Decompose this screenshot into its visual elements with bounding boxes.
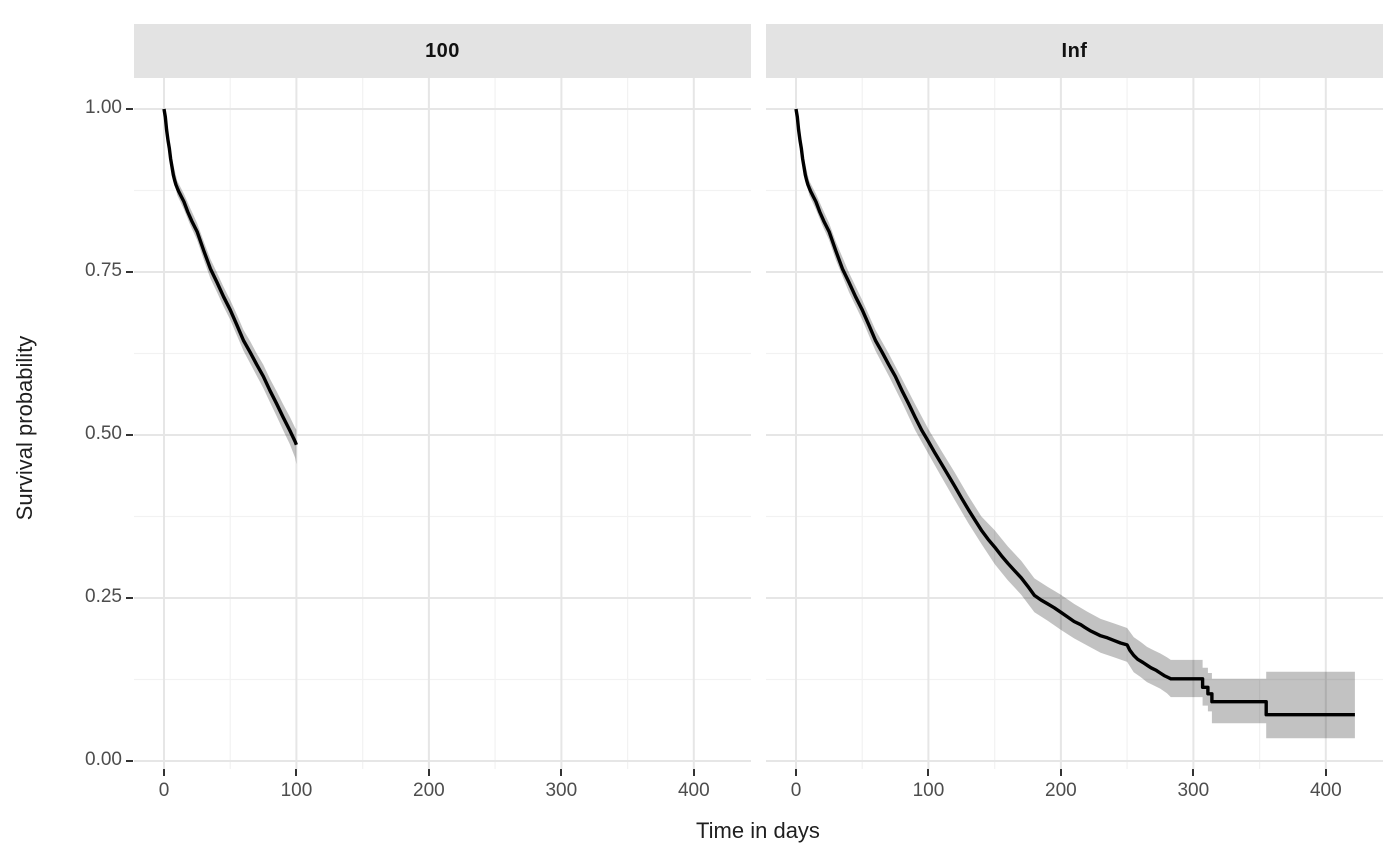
x-tick-label: 100 xyxy=(280,780,313,801)
x-tick-mark xyxy=(1192,769,1195,776)
facet-strip-100: 100 xyxy=(134,24,751,78)
gridlines-minor xyxy=(134,78,751,769)
y-tick-label: 1.00 xyxy=(85,97,122,118)
x-tick-label: 200 xyxy=(1045,780,1077,801)
gridlines-major xyxy=(134,78,751,769)
y-tick-mark xyxy=(126,597,133,599)
x-tick-label: 0 xyxy=(158,780,170,801)
y-tick-mark xyxy=(126,434,133,436)
x-tick-mark xyxy=(1059,769,1062,776)
x-axis-title: Time in days xyxy=(696,818,820,843)
survival-curve xyxy=(162,108,298,446)
x-tick-mark xyxy=(795,769,797,776)
confidence-band xyxy=(796,109,1355,739)
y-tick-label: 0.75 xyxy=(85,260,122,281)
x-tick-label: 100 xyxy=(912,780,945,801)
x-tick-mark xyxy=(427,769,430,776)
y-tick-label: 0.25 xyxy=(85,586,122,607)
x-tick-label: 400 xyxy=(677,780,710,801)
x-tick-label: 300 xyxy=(545,780,578,801)
gridlines-major xyxy=(766,78,1383,769)
x-tick-mark xyxy=(1324,769,1327,776)
x-tick-label: 0 xyxy=(790,780,802,801)
panel-canvas xyxy=(134,78,751,769)
facet-strip-label: 100 xyxy=(425,39,460,62)
gridlines-minor xyxy=(766,78,1383,769)
x-tick-mark xyxy=(692,769,695,776)
facet-strip-inf: Inf xyxy=(766,24,1383,78)
x-tick-mark xyxy=(163,769,165,776)
y-axis-title: Survival probability xyxy=(12,335,37,521)
facet-panel-inf xyxy=(766,78,1383,769)
y-tick-mark xyxy=(126,760,133,762)
x-tick-mark xyxy=(927,769,930,776)
facet-panel-100 xyxy=(134,78,751,769)
survival-curve xyxy=(794,108,1355,717)
y-tick-mark xyxy=(126,108,133,110)
x-tick-label: 200 xyxy=(413,780,445,801)
facet-strip-label: Inf xyxy=(1061,39,1088,62)
y-tick-mark xyxy=(126,271,133,273)
y-tick-label: 0.50 xyxy=(85,423,122,444)
x-tick-mark xyxy=(560,769,563,776)
x-tick-label: 400 xyxy=(1309,780,1342,801)
panel-canvas xyxy=(766,78,1383,769)
x-tick-label: 300 xyxy=(1177,780,1210,801)
y-tick-label: 0.00 xyxy=(85,749,122,770)
x-tick-mark xyxy=(295,769,298,776)
